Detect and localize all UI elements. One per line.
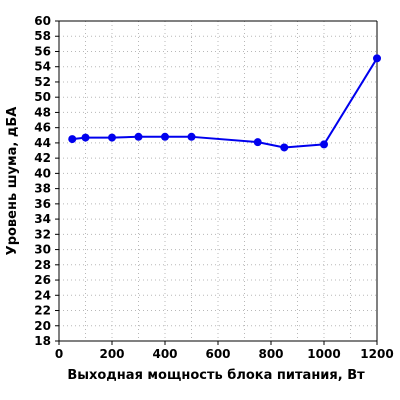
y-tick-label: 24: [34, 288, 51, 302]
x-tick-label: 800: [258, 347, 283, 361]
data-point: [134, 132, 143, 141]
y-tick-label: 54: [34, 60, 51, 74]
y-tick-label: 40: [34, 166, 51, 180]
x-axis-title: Выходная мощность блока питания, Вт: [67, 368, 365, 383]
y-tick-label: 32: [34, 227, 51, 241]
data-point: [81, 133, 90, 142]
y-tick-label: 58: [34, 29, 51, 43]
grid: [59, 21, 377, 341]
y-tick-label: 42: [34, 151, 51, 165]
y-tick-label: 48: [34, 105, 51, 119]
y-axis-title: Уровень шума, дБА: [5, 107, 20, 256]
x-tick-label: 200: [99, 347, 124, 361]
y-tick-label: 46: [34, 121, 51, 135]
y-tick-label: 38: [34, 182, 51, 196]
data-point: [373, 54, 381, 63]
data-point: [320, 140, 328, 149]
y-tick-label: 28: [34, 258, 51, 272]
data-point: [253, 138, 262, 147]
y-tick-label: 52: [34, 75, 51, 89]
y-tick-label: 36: [34, 197, 51, 211]
x-tick-label: 1000: [307, 347, 340, 361]
y-tick-label: 20: [34, 319, 51, 333]
y-tick-label: 56: [34, 44, 51, 58]
y-tick-label: 44: [34, 136, 51, 150]
data-point: [161, 132, 169, 141]
x-tick-label: 1200: [360, 347, 393, 361]
y-tick-label: 60: [34, 14, 51, 28]
series-line: [72, 57, 378, 149]
y-tick-label: 18: [34, 334, 51, 348]
data-point: [68, 135, 77, 144]
data-point: [280, 143, 289, 152]
x-tick-label: 600: [205, 347, 230, 361]
x-tick-label: 400: [152, 347, 177, 361]
ticks: 0 200 400 600 800 1000 12001820222426283032343…: [34, 14, 393, 361]
data-point: [187, 132, 196, 141]
y-tick-label: 22: [34, 304, 51, 318]
data-point: [108, 133, 116, 142]
x-tick-label: 0: [55, 347, 63, 361]
y-tick-label: 34: [34, 212, 51, 226]
y-tick-label: 50: [34, 90, 51, 104]
y-tick-label: 26: [34, 273, 51, 287]
y-tick-label: 30: [34, 243, 51, 257]
series: [68, 54, 381, 152]
